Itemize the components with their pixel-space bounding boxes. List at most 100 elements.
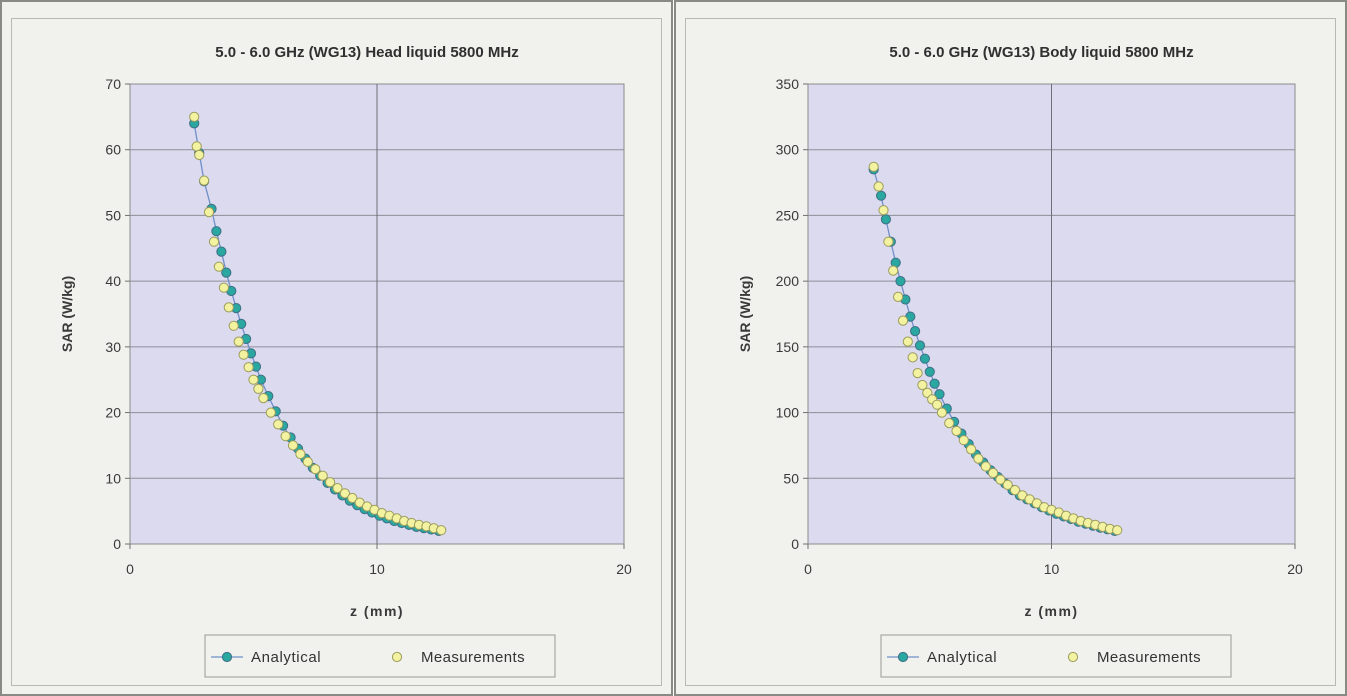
data-point-measurements [944, 418, 955, 429]
data-point-measurements [199, 175, 210, 186]
data-point-measurements [932, 399, 943, 410]
y-tick-label: 10 [105, 470, 121, 486]
data-point-measurements [873, 181, 884, 192]
data-point-measurements [868, 161, 879, 172]
chart-panel-head: 5.0 - 6.0 GHz (WG13) Head liquid 5800 MH… [0, 0, 673, 696]
data-point-analytical [211, 226, 222, 237]
legend-marker-measurements [391, 651, 403, 663]
y-tick-label: 50 [105, 207, 121, 223]
data-point-analytical [934, 389, 945, 400]
data-point-measurements [966, 444, 977, 455]
data-point-measurements [208, 236, 220, 247]
data-point-measurements [893, 291, 904, 302]
data-point-measurements [902, 336, 913, 347]
data-point-analytical [919, 353, 930, 364]
y-tick-label: 0 [791, 536, 799, 552]
data-point-measurements [436, 525, 447, 536]
data-point-analytical [876, 190, 887, 201]
data-point-measurements [273, 419, 284, 430]
data-point-measurements [897, 315, 909, 326]
data-point-measurements [248, 374, 259, 385]
data-point-measurements [302, 456, 313, 467]
data-point-measurements [347, 492, 358, 504]
data-point-measurements [958, 435, 969, 446]
data-point-analytical [910, 326, 921, 337]
data-point-analytical [895, 276, 906, 287]
data-point-measurements [912, 368, 923, 379]
y-tick-label: 60 [105, 142, 121, 158]
data-point-measurements [1002, 479, 1013, 490]
chart-frame [11, 18, 662, 686]
data-point-measurements [339, 488, 350, 499]
data-point-analytical [929, 378, 940, 389]
data-point-measurements [973, 453, 984, 464]
data-point-measurements [287, 440, 299, 451]
y-tick-label: 150 [776, 339, 800, 355]
y-axis-label: SAR (W/kg) [59, 276, 75, 352]
data-point-measurements [213, 261, 224, 272]
data-point-measurements [233, 336, 244, 347]
legend-marker-measurements [1067, 651, 1079, 663]
data-point-analytical [216, 246, 227, 257]
data-point-measurements [218, 282, 229, 293]
y-tick-label: 50 [783, 470, 799, 486]
data-point-measurements [253, 383, 264, 394]
data-point-measurements [883, 236, 894, 247]
y-tick-label: 250 [776, 207, 800, 223]
sar-chart-body: 5.0 - 6.0 GHz (WG13) Body liquid 5800 MH… [737, 44, 1303, 678]
y-axis-label: SAR (W/kg) [737, 276, 753, 352]
data-point-measurements [988, 467, 999, 479]
x-tick-label: 20 [616, 561, 632, 577]
data-point-measurements [1112, 525, 1123, 536]
legend-label-analytical: Analytical [927, 649, 997, 666]
x-axis-label: z (mm) [350, 603, 404, 619]
legend-marker-analytical [897, 651, 909, 663]
y-tick-label: 70 [105, 76, 121, 92]
data-point-measurements [191, 141, 202, 152]
legend-box [204, 634, 556, 678]
legend-label-analytical: Analytical [251, 649, 321, 666]
chart-panel-body: 5.0 - 6.0 GHz (WG13) Body liquid 5800 MH… [674, 0, 1347, 696]
data-point-measurements [995, 474, 1006, 485]
legend-label-measurements: Measurements [1097, 649, 1201, 666]
data-point-analytical [914, 340, 926, 351]
data-point-measurements [332, 483, 343, 494]
data-point-analytical [221, 267, 232, 278]
data-point-measurements [228, 320, 239, 331]
data-point-measurements [258, 393, 269, 404]
y-tick-label: 200 [776, 273, 800, 289]
data-point-measurements [310, 464, 321, 475]
sar-chart-head: 5.0 - 6.0 GHz (WG13) Head liquid 5800 MH… [59, 44, 632, 678]
data-point-measurements [917, 379, 928, 391]
x-tick-label: 10 [1044, 561, 1060, 577]
legend-marker-analytical [221, 651, 233, 663]
chart-frame [685, 18, 1336, 686]
data-point-measurements [280, 431, 291, 442]
chart-title: 5.0 - 6.0 GHz (WG13) Body liquid 5800 MH… [889, 44, 1193, 61]
x-tick-label: 20 [1287, 561, 1303, 577]
x-tick-label: 0 [126, 561, 134, 577]
data-point-measurements [325, 477, 336, 488]
data-point-measurements [907, 352, 918, 363]
y-tick-label: 100 [776, 405, 800, 421]
data-point-measurements [189, 111, 200, 123]
data-point-measurements [223, 302, 234, 313]
data-point-measurements [888, 265, 899, 276]
data-point-measurements [951, 425, 962, 437]
data-point-analytical [880, 214, 891, 225]
y-tick-label: 30 [105, 339, 121, 355]
data-point-measurements [243, 362, 254, 373]
data-point-measurements [1009, 485, 1021, 496]
data-point-measurements [295, 448, 306, 460]
x-tick-label: 10 [369, 561, 385, 577]
chart-title: 5.0 - 6.0 GHz (WG13) Head liquid 5800 MH… [215, 44, 518, 61]
x-tick-label: 0 [804, 561, 812, 577]
data-point-measurements [936, 407, 947, 418]
data-point-measurements [194, 149, 205, 161]
data-point-measurements [878, 205, 889, 216]
y-tick-label: 20 [105, 405, 121, 421]
y-tick-label: 0 [113, 536, 121, 552]
data-point-measurements [203, 207, 215, 218]
y-tick-label: 350 [776, 76, 800, 92]
data-point-measurements [980, 461, 991, 472]
